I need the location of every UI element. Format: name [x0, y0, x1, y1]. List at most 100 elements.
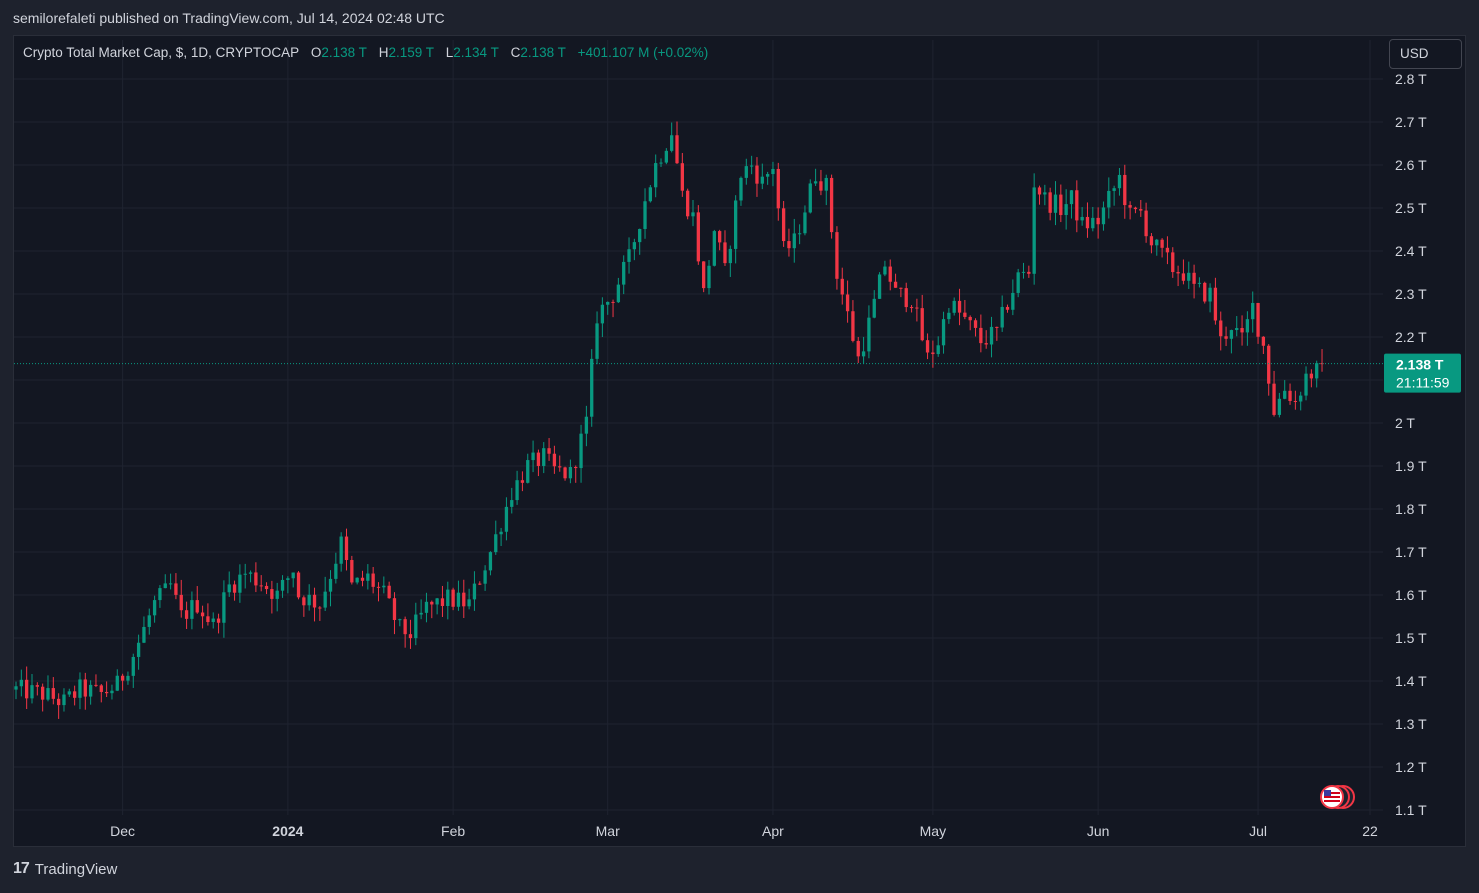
candle [184, 601, 189, 629]
candle [1075, 180, 1079, 233]
candle-body [318, 607, 322, 609]
grid-lines [14, 40, 1383, 815]
candle-body [62, 694, 66, 706]
candle-body [1229, 330, 1234, 339]
candle [808, 179, 812, 214]
candle-body [302, 597, 306, 606]
candle [328, 570, 333, 607]
candle-body [446, 589, 450, 607]
candle-body [414, 614, 418, 639]
candle-body [638, 228, 642, 243]
candle [776, 162, 780, 221]
candle [616, 277, 621, 304]
candle [797, 224, 802, 245]
candle-body [1267, 345, 1271, 384]
candle-body [1251, 302, 1255, 320]
candle-body [744, 166, 748, 178]
candle [120, 673, 125, 691]
candle-body [408, 634, 413, 639]
candle-body [222, 592, 226, 623]
candle [126, 671, 130, 685]
candle [131, 653, 135, 688]
candle-body [1208, 287, 1212, 302]
candle-body [643, 201, 647, 229]
candle [104, 681, 109, 698]
candle-body [840, 278, 844, 295]
candle [243, 563, 247, 589]
candle [211, 612, 215, 629]
candle-body [760, 176, 764, 184]
candle-body [504, 506, 509, 532]
candle [179, 579, 183, 618]
candle [739, 176, 743, 206]
candle [1155, 238, 1159, 256]
candle-body [787, 241, 791, 249]
candle-body [1261, 336, 1266, 346]
candle-body [56, 698, 61, 706]
candle-body [94, 684, 98, 686]
candle [1208, 283, 1212, 313]
candle [787, 228, 791, 257]
candle-body [1139, 209, 1143, 211]
candle-body [733, 200, 738, 249]
candle-body [323, 591, 327, 608]
legend-close-label: C [510, 45, 521, 60]
candle-body [627, 249, 631, 262]
candle [712, 229, 716, 267]
candle [483, 565, 487, 591]
candle-body [1315, 363, 1319, 379]
candle [494, 520, 498, 555]
x-tick-label: Apr [762, 823, 784, 839]
candle [733, 195, 738, 264]
candle [973, 318, 978, 337]
candle [1261, 336, 1266, 354]
candle [1064, 189, 1068, 230]
x-tick-label: Feb [441, 823, 465, 839]
candle [542, 442, 546, 474]
candle [56, 693, 61, 719]
candle-body [984, 343, 988, 345]
candle-body [1277, 398, 1282, 415]
candle [520, 471, 525, 492]
candle [1053, 181, 1058, 226]
candle-body [1176, 272, 1180, 274]
candle [1165, 236, 1170, 265]
candle-body [1091, 217, 1095, 229]
candle-body [232, 584, 237, 593]
candle-body [510, 500, 514, 507]
candle [1011, 279, 1015, 316]
candle-body [696, 212, 700, 262]
us-flag-icon[interactable] [1320, 785, 1355, 809]
candle [781, 201, 786, 247]
time-axis: Dec 2024 Feb Mar Apr May Jun Jul 22 [110, 823, 1378, 839]
candle-body [1283, 390, 1287, 399]
currency-selector[interactable]: USD [1389, 39, 1462, 69]
candle-body [1160, 239, 1164, 248]
candle-body [472, 583, 477, 600]
candle-body [41, 686, 45, 700]
candle-body [1037, 187, 1042, 195]
footer-brand[interactable]: TradingView [34, 860, 118, 878]
candle [595, 311, 599, 365]
candle-body [344, 536, 349, 561]
candle [1133, 206, 1138, 214]
x-tick-label: Jun [1087, 823, 1110, 839]
candle-body [1069, 190, 1074, 205]
candle-body [1149, 236, 1154, 246]
candle [312, 587, 317, 622]
candle [829, 174, 834, 239]
candle [110, 684, 114, 700]
price-axis: 1.1 T 1.2 T 1.3 T 1.4 T 1.5 T 1.6 T 1.7 T 1.8 T… [1395, 71, 1427, 818]
candle [51, 677, 55, 705]
candle-body [243, 573, 247, 575]
candle-body [392, 598, 397, 621]
candle-body [574, 467, 578, 469]
candle [296, 571, 301, 600]
candle [877, 272, 882, 299]
candle [963, 299, 967, 320]
candle [280, 575, 285, 598]
candle [749, 155, 754, 175]
candle [1272, 370, 1276, 417]
legend-open-label: O [310, 45, 322, 60]
